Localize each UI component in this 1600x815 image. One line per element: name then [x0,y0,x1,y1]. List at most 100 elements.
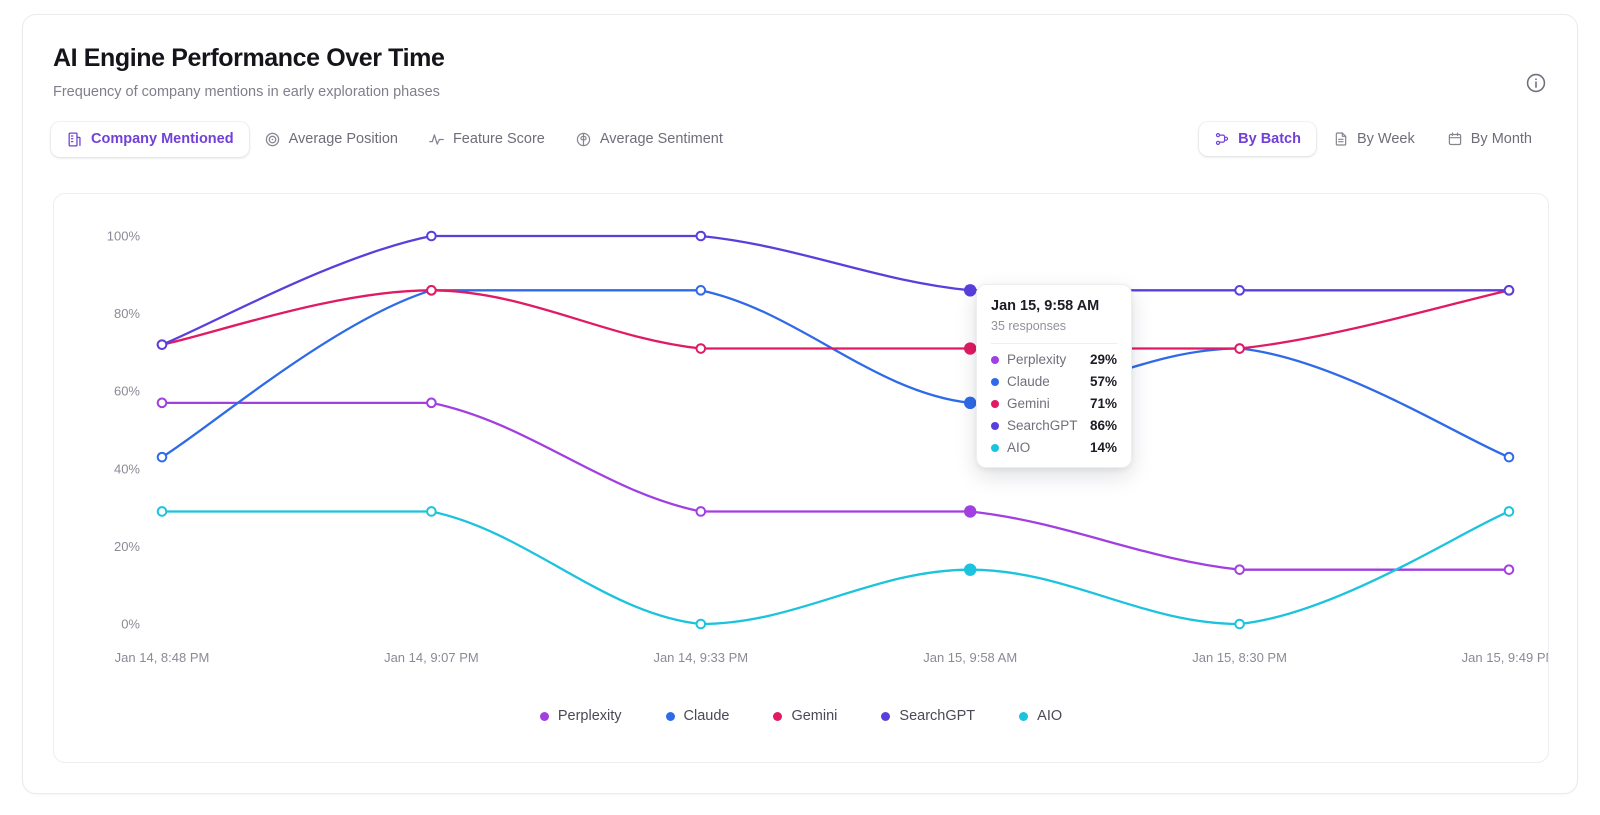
data-point[interactable] [156,451,168,463]
legend-color-dot [665,711,675,721]
page-title: AI Engine Performance Over Time [53,44,445,72]
data-point[interactable] [156,397,168,409]
tooltip-series-value: 14% [1089,440,1117,455]
data-point-active[interactable] [964,342,977,355]
series-color-dot [991,377,999,386]
tooltip-series-name: Gemini [1007,396,1050,411]
data-point-active[interactable] [964,284,977,297]
chart-legend: Perplexity Claude Gemini SearchGPT AIO [54,708,1548,724]
legend-color-dot [1019,711,1029,721]
range-label: By Batch [1238,131,1301,147]
data-point[interactable] [695,618,707,630]
data-point[interactable] [1234,564,1245,575]
tooltip-series-value: 86% [1089,418,1117,433]
range-by-month[interactable]: By Month [1432,122,1547,156]
tooltip-series-value: 29% [1089,352,1117,367]
tooltip-title: Jan 15, 9:58 AM [991,298,1100,314]
y-axis-tick-label: 100% [107,229,141,244]
x-axis-tick-label: Jan 14, 8:48 PM [115,650,210,665]
data-point[interactable] [1503,506,1515,517]
data-point[interactable] [1234,285,1245,296]
tab-company-mentioned[interactable]: Company Mentioned [51,121,249,157]
tab-label: Average Sentiment [599,131,723,147]
data-point[interactable] [695,230,707,242]
legend-label: Gemini [791,708,838,724]
legend-color-dot [773,711,783,721]
tab-label: Company Mentioned [91,131,234,147]
y-axis-tick-label: 60% [114,384,140,399]
legend-label: AIO [1037,708,1063,724]
tooltip-row: AIO 14% [991,440,1117,455]
series-line [160,289,1511,459]
chart-plot-panel: 0% 20% 40% 60% 80% 100% Jan 14, 8:48 PM Jan 14,… [53,193,1549,763]
x-axis-tick-label: Jan 14, 9:07 PM [384,650,479,665]
tooltip-row: SearchGPT 86% [991,418,1117,433]
x-axis-tick-label: Jan 15, 8:30 PM [1192,650,1287,665]
tooltip-row: Claude 57% [991,374,1117,389]
data-point-active[interactable] [964,563,977,576]
tab-average-position[interactable]: Average Position [249,122,413,157]
line-chart: 0% 20% 40% 60% 80% 100% Jan 14, 8:48 PM Jan 14,… [107,229,1548,666]
series-color-dot [991,355,999,364]
data-point[interactable] [426,285,437,296]
series-aio [156,506,1515,630]
target-icon [264,131,281,148]
range-by-week[interactable]: By Week [1318,122,1430,156]
series-claude [156,285,1515,463]
tab-average-sentiment[interactable]: Average Sentiment [560,122,738,157]
x-axis-tick-label: Jan 15, 9:58 AM [923,650,1017,665]
data-point[interactable] [1234,343,1245,354]
data-point[interactable] [426,397,437,409]
series-line [160,234,1511,346]
legend-label: SearchGPT [899,708,976,724]
series-line [160,289,1511,350]
tooltip-series-value: 57% [1089,374,1117,389]
chart-controls: Company Mentioned Average Position [23,100,1577,157]
legend-label: Perplexity [557,708,622,724]
data-point[interactable] [1503,451,1515,463]
range-label: By Month [1470,131,1532,147]
data-point-active[interactable] [964,505,977,518]
chart-canvas: 0% 20% 40% 60% 80% 100% Jan 14, 8:48 PM Jan 14,… [54,194,1548,762]
x-axis-tick-label: Jan 14, 9:33 PM [653,650,748,665]
info-circle-icon[interactable] [1525,72,1547,94]
x-axis-tick-label: Jan 15, 9:49 PM [1462,650,1548,665]
data-point[interactable] [156,339,168,350]
legend-item[interactable]: AIO [1019,708,1062,724]
data-point[interactable] [1503,564,1515,575]
building-icon [66,131,83,148]
data-point[interactable] [695,343,707,354]
series-searchgpt [156,230,1515,350]
series-line [160,401,1511,571]
series-line [160,510,1511,626]
tab-label: Average Position [288,131,398,147]
brain-icon [575,131,592,148]
data-point-active[interactable] [964,396,977,410]
range-label: By Week [1356,131,1415,147]
calendar-icon [1447,131,1463,147]
series-color-dot [991,443,999,452]
legend-item[interactable]: Claude [665,708,729,724]
tab-feature-score[interactable]: Feature Score [413,122,560,157]
data-point[interactable] [695,285,707,296]
data-point[interactable] [1503,285,1515,296]
data-point[interactable] [156,506,168,517]
legend-item[interactable]: SearchGPT [881,708,975,724]
tooltip-row: Gemini 71% [991,396,1117,411]
legend-item[interactable]: Gemini [773,708,837,724]
tooltip-divider [991,343,1117,344]
activity-pulse-icon [428,131,445,148]
series-color-dot [991,421,999,430]
y-axis-tick-label: 40% [114,461,140,476]
data-point[interactable] [426,506,437,517]
y-axis-tick-label: 80% [114,306,140,321]
data-point[interactable] [1234,618,1245,630]
legend-item[interactable]: Perplexity [539,708,622,724]
data-point[interactable] [695,506,707,517]
data-point[interactable] [426,230,437,242]
chart-tooltip: Jan 15, 9:58 AM 35 responses Perplexity 2… [976,284,1132,468]
tooltip-series-name: Perplexity [1007,352,1067,367]
range-by-batch[interactable]: By Batch [1199,122,1316,156]
document-icon [1333,131,1349,147]
workflow-icon [1214,131,1230,147]
